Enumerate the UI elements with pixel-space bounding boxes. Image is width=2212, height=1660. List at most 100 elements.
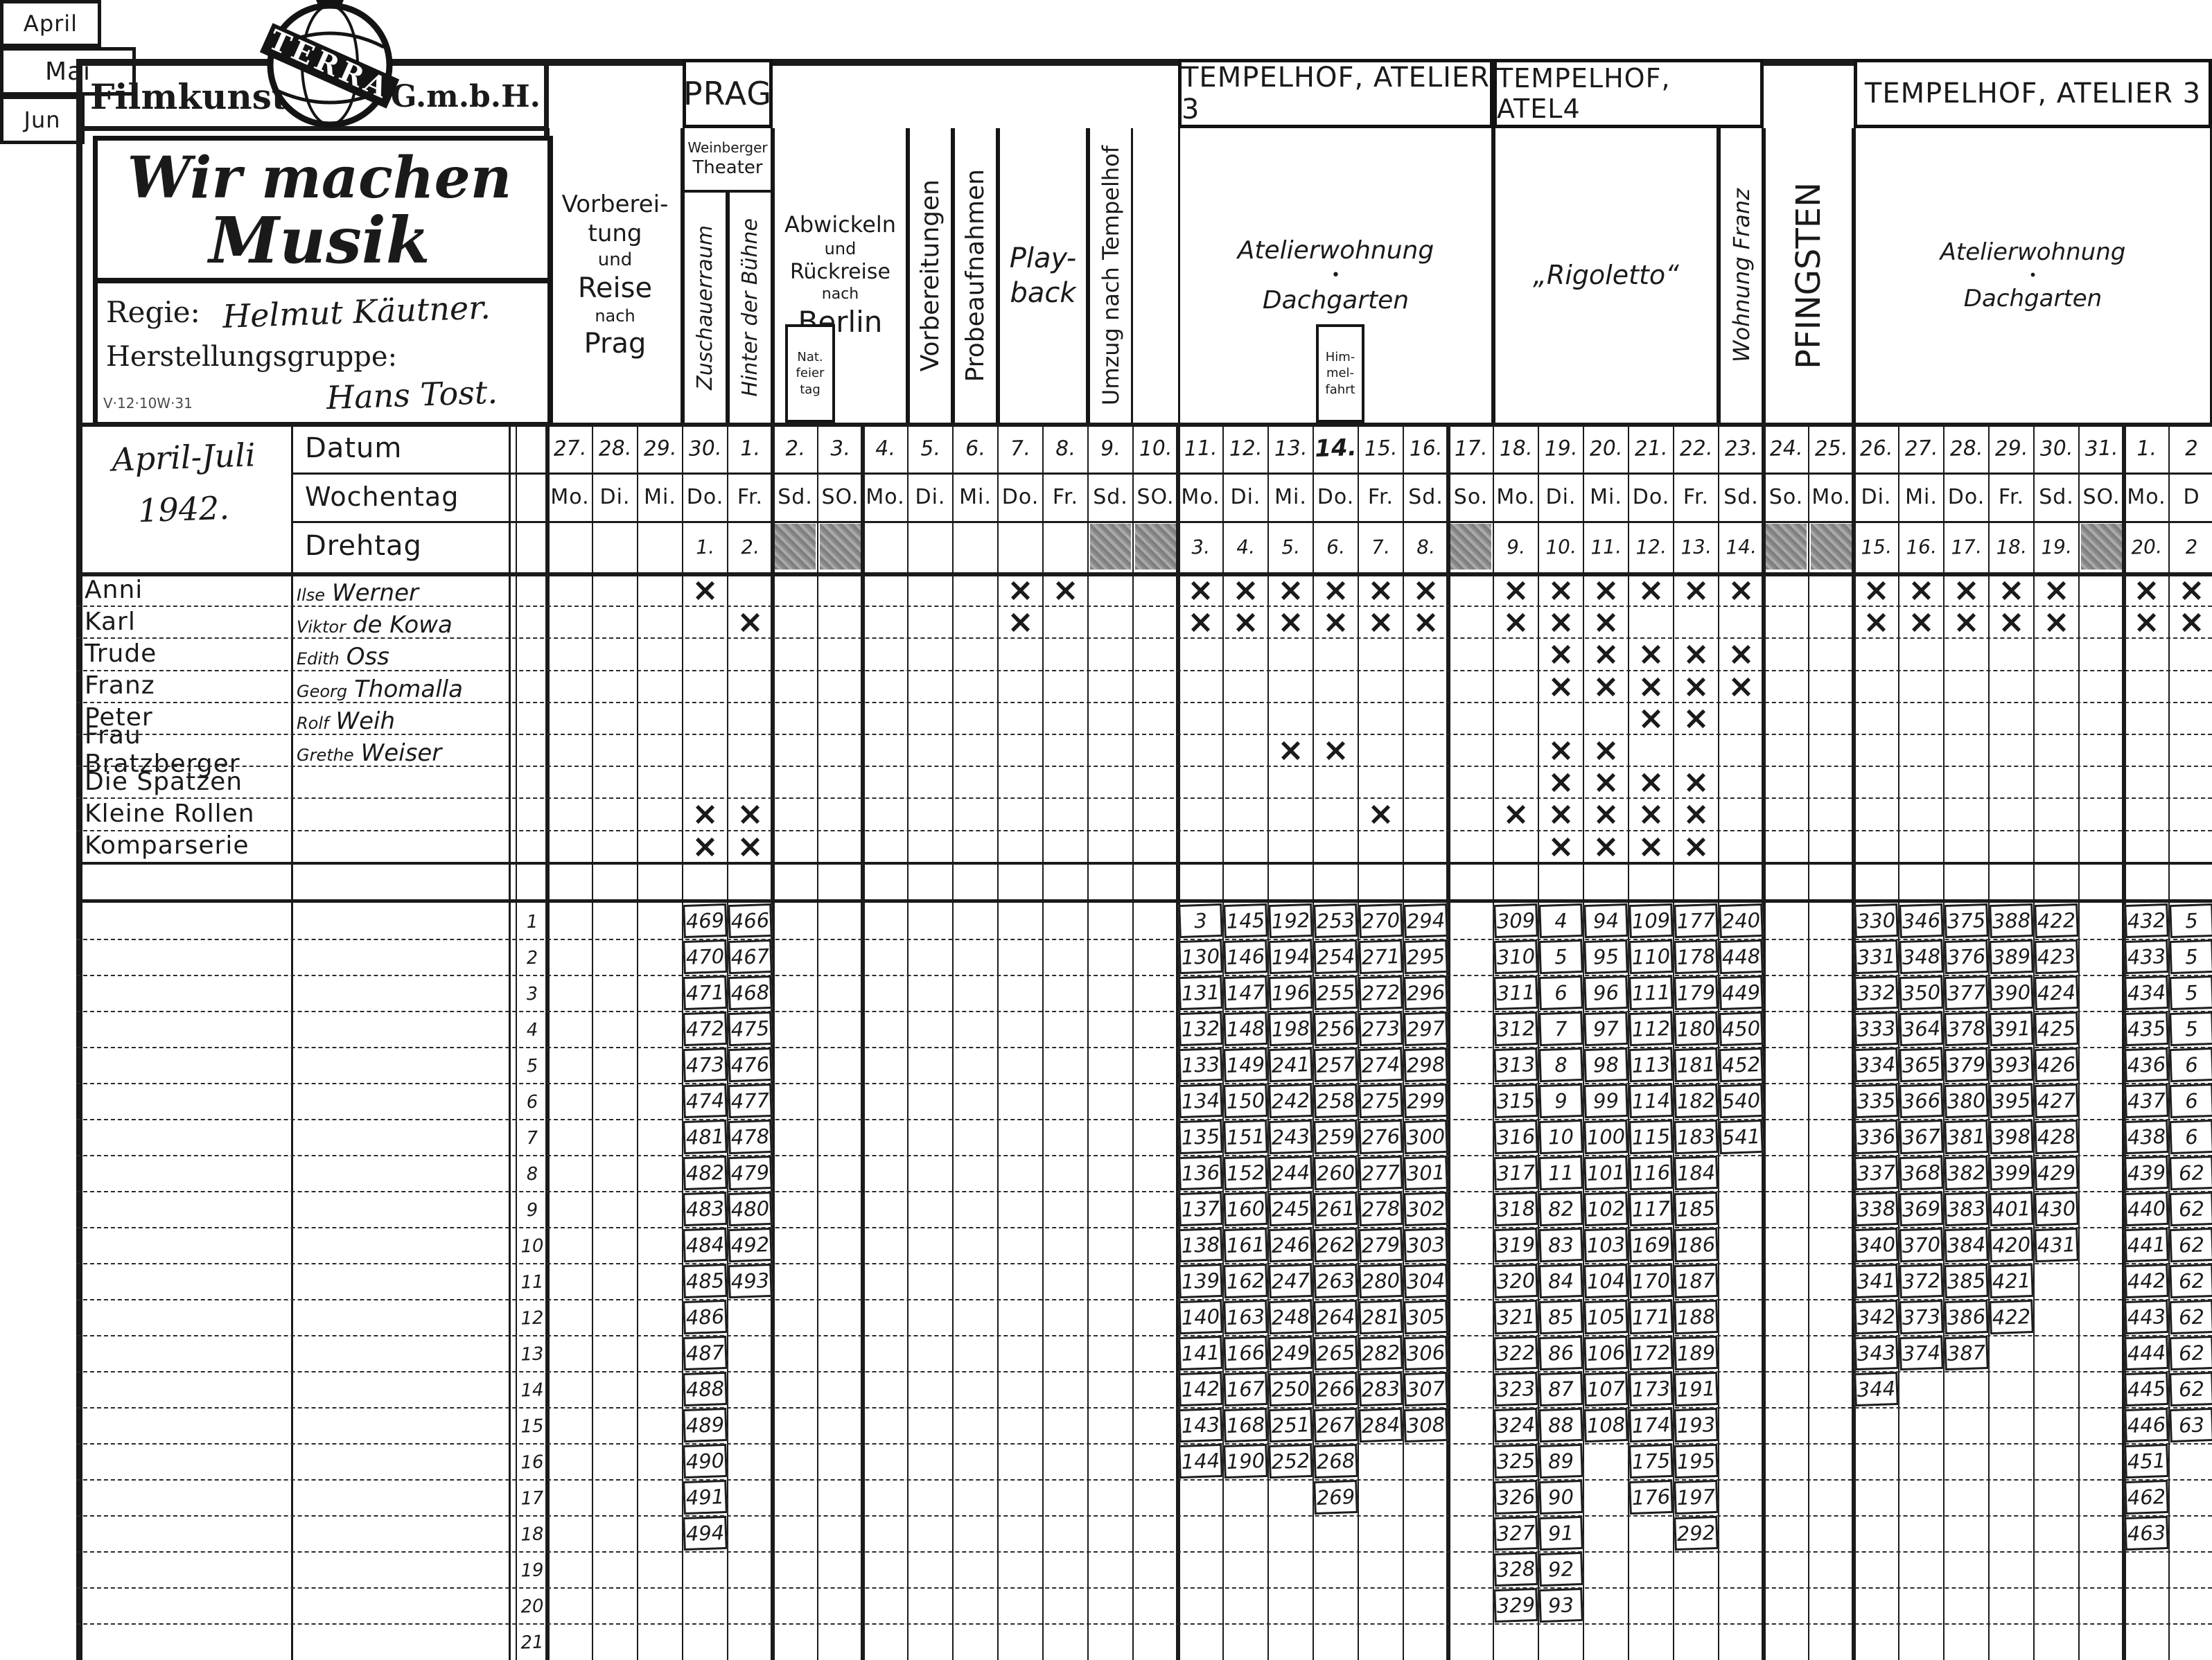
datum-cell-m19: 19. (1544, 435, 1578, 461)
cast-actor-first-4: Rolf (297, 713, 329, 733)
scene-number-m29-row6: 395 (1989, 1083, 2034, 1119)
scene-row-line-18 (76, 1551, 2212, 1553)
datum-cell-m29: 29. (1994, 435, 2028, 461)
datum-cell-m24: 24. (1769, 435, 1803, 461)
grid-vline-m31 (2078, 424, 2080, 1660)
cast-mark-karl-m30: × (2043, 603, 2070, 641)
datum-cell-m28: 28. (1949, 435, 1983, 461)
prag-header-label: PRAG (683, 75, 773, 112)
scene-number-m14-row5: 257 (1313, 1047, 1358, 1083)
cast-mark-anni-m11: × (1187, 571, 1214, 609)
scene-number-m15-row8: 277 (1358, 1155, 1403, 1191)
drehtag-cell-m29: 18. (1995, 534, 2028, 559)
datum-cell-a28: 28. (598, 435, 632, 461)
weekday-cell-a29: Mi. (644, 484, 676, 509)
atelierwohnung-dachgarten-a-line-2: Dachgarten (1262, 286, 1410, 315)
scene-number-m14-row6: 258 (1313, 1083, 1358, 1119)
cast-mark-karl-m26: × (1863, 603, 1890, 641)
drehtag-cell-m30: 19. (2040, 534, 2073, 559)
scene-number-m12-row8: 152 (1223, 1155, 1268, 1191)
weekday-cell-m28: Do. (1947, 484, 1985, 509)
drehtag-cell-m22: 13. (1680, 534, 1712, 559)
scene-number-m21-row8: 116 (1629, 1155, 1674, 1191)
pfingsten-label: PFINGSTEN (1789, 182, 1828, 369)
scene-number-m11-row5: 133 (1178, 1047, 1223, 1083)
scene-number-m19-row3: 6 (1538, 975, 1583, 1011)
tempelhof-atelier3-a-header-label: TEMPELHOF, ATELIER 3 (1182, 62, 1491, 125)
scene-number-m18-row8: 317 (1493, 1155, 1538, 1191)
scene-number-m27-row2: 348 (1899, 939, 1944, 975)
cast-actor-3: Georg Thomalla (297, 671, 504, 703)
cast-mark-komparserie-m22: × (1683, 827, 1710, 865)
scene-number-m12-row5: 149 (1223, 1047, 1268, 1083)
datum-cell-a29: 29. (643, 435, 677, 461)
weekday-cell-m24: So. (1768, 484, 1804, 509)
grid-vline-m16 (1403, 424, 1404, 1660)
scene-number-m13-row3: 196 (1268, 975, 1313, 1011)
cast-mark-karl-m27: × (1908, 603, 1935, 641)
scene-number-m1-row8: 479 (728, 1155, 773, 1191)
cast-mark-franz-m19: × (1547, 666, 1574, 705)
vorbereitung-reise-prag-line-5: Prag (583, 328, 647, 360)
drehtag-cell-m26: 15. (1860, 534, 1893, 559)
scene-number-m28-row8: 382 (1944, 1155, 1989, 1191)
scene-number-m14-row11: 263 (1313, 1263, 1358, 1299)
scene-number-m19-row19: 92 (1538, 1551, 1583, 1587)
cast-mark-anni-jn1: × (2133, 571, 2160, 609)
drehtag-cell-m7 (999, 523, 1042, 570)
weekday-cell-m13: Mi. (1274, 484, 1307, 509)
cast-mark-die-spatzen-m20: × (1592, 763, 1620, 801)
scene-number-m15-row1: 270 (1358, 903, 1403, 939)
scene-row-line-15 (76, 1443, 2212, 1445)
scene-number-m28-row11: 385 (1944, 1263, 1989, 1299)
weekday-cell-m4: Mo. (866, 484, 905, 509)
month-box-april: April (0, 0, 101, 47)
tempelhof-atelier3-b-header: TEMPELHOF, ATELIER 3 (1854, 59, 2212, 128)
scene-number-m16-row10: 303 (1403, 1227, 1448, 1263)
scene-number-m19-row14: 87 (1538, 1371, 1583, 1407)
scene-number-m27-row5: 365 (1899, 1047, 1944, 1083)
grid-vline-jn1 (2122, 424, 2126, 1660)
grid-vline-m8 (1042, 424, 1044, 1660)
pfingsten: PFINGSTEN (1764, 128, 1854, 423)
cast-mark-kleine-rollen-m21: × (1638, 795, 1665, 833)
scene-row-number-5: 5 (526, 1055, 538, 1077)
scene-number-m11-row13: 141 (1178, 1335, 1223, 1371)
scene-number-m18-row9: 318 (1493, 1191, 1538, 1227)
cast-actor-0: Ilse Werner (297, 575, 504, 607)
cast-row-line-1 (76, 606, 2212, 608)
abwickeln-rueckreise-berlin: Abwickeln und Rückreise nach Berlin (773, 128, 908, 423)
scene-row-line-11 (76, 1299, 2212, 1300)
scene-number-jn2-row3: 5 (2169, 975, 2212, 1011)
scene-number-m16-row11: 304 (1403, 1263, 1448, 1299)
scene-number-m28-row7: 381 (1944, 1119, 1989, 1155)
scene-number-jn2-row6: 6 (2169, 1083, 2212, 1119)
scene-number-m15-row13: 282 (1358, 1335, 1403, 1371)
cast-mark-anni-a30: × (692, 571, 719, 609)
axis-label-wochentag: Wochentag (305, 482, 459, 512)
datum-cell-m17: 17. (1454, 435, 1488, 461)
cast-actor-1: Viktor de Kowa (297, 607, 504, 639)
wohnung-franz: Wohnung Franz (1719, 128, 1764, 423)
scene-number-m22-row15: 193 (1674, 1407, 1719, 1443)
grid-vline-m4 (861, 424, 865, 1660)
scene-number-m22-row5: 181 (1674, 1047, 1719, 1083)
drehtag-cell-m13: 5. (1281, 535, 1301, 558)
scene-number-m13-row7: 243 (1268, 1119, 1313, 1155)
scene-number-a30-row4: 472 (683, 1011, 728, 1047)
scene-number-m29-row10: 420 (1989, 1227, 2034, 1263)
drehtag-cell-m9 (1090, 524, 1131, 569)
company-name-right: G.m.b.H. (390, 79, 541, 114)
scene-number-m13-row5: 241 (1268, 1047, 1313, 1083)
vorbereitung-reise-prag-line-0: Vorberei- (561, 190, 669, 218)
scene-number-m22-row12: 188 (1674, 1299, 1719, 1335)
weekday-cell-m7: Do. (1001, 484, 1039, 509)
scene-number-m20-row8: 101 (1583, 1155, 1629, 1191)
scene-number-m14-row13: 265 (1313, 1335, 1358, 1371)
scene-number-m19-row7: 10 (1538, 1119, 1583, 1155)
playback: Play-back (998, 128, 1088, 423)
scene-number-m20-row11: 104 (1583, 1263, 1629, 1299)
scene-number-m29-row9: 401 (1989, 1191, 2034, 1227)
grid-vline-m6 (952, 424, 954, 1660)
